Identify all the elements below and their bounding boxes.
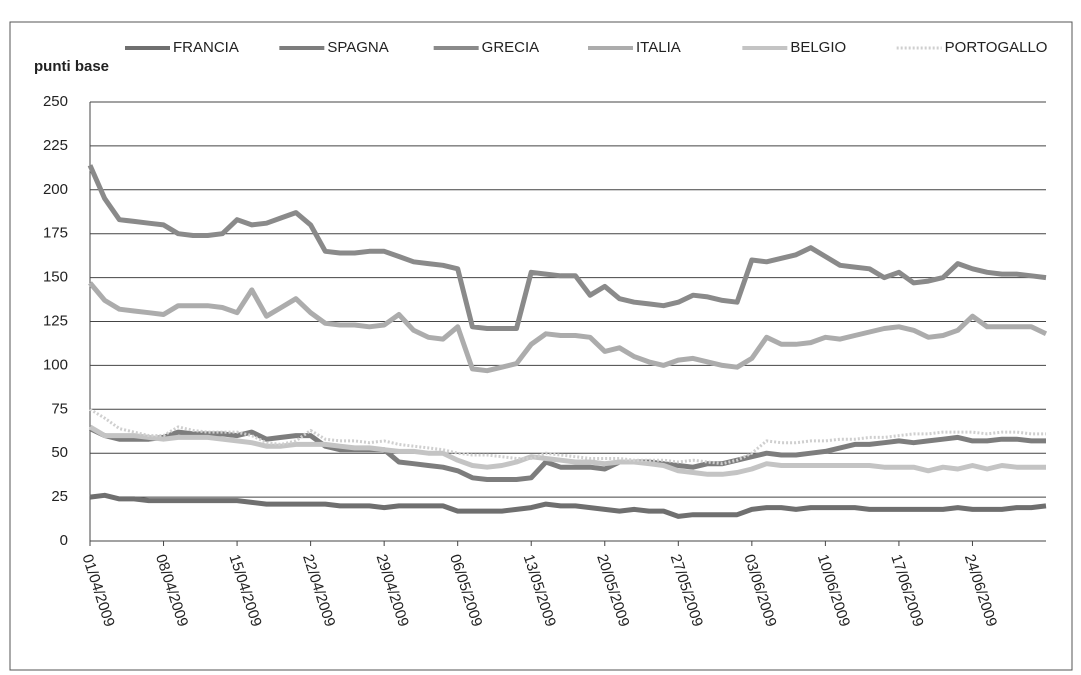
series-line bbox=[87, 164, 1047, 331]
y-axis-label: punti base bbox=[34, 58, 109, 75]
y-tick-label: 250 bbox=[43, 93, 68, 110]
series-line bbox=[88, 281, 1048, 374]
series-line bbox=[89, 408, 1046, 466]
legend-label: FRANCIA bbox=[173, 39, 239, 56]
legend-label: ITALIA bbox=[636, 39, 681, 56]
legend-label: GRECIA bbox=[482, 39, 540, 56]
chart-frame bbox=[9, 21, 1073, 671]
legend-label: SPAGNA bbox=[327, 39, 388, 56]
y-tick-label: 25 bbox=[51, 488, 68, 505]
y-tick-label: 175 bbox=[43, 225, 68, 242]
legend-label: BELGIO bbox=[790, 39, 846, 56]
y-tick-label: 125 bbox=[43, 312, 68, 329]
legend-label: PORTOGALLO bbox=[945, 39, 1048, 56]
series-line bbox=[89, 492, 1047, 519]
y-tick-label: 50 bbox=[51, 444, 68, 461]
series-line bbox=[88, 424, 1046, 477]
y-tick-label: 150 bbox=[43, 269, 68, 286]
y-tick-label: 0 bbox=[60, 532, 68, 549]
y-tick-label: 200 bbox=[43, 181, 68, 198]
y-tick-label: 75 bbox=[51, 400, 68, 417]
series-line bbox=[88, 426, 1046, 482]
y-tick-label: 100 bbox=[43, 356, 68, 373]
y-tick-label: 225 bbox=[43, 137, 68, 154]
